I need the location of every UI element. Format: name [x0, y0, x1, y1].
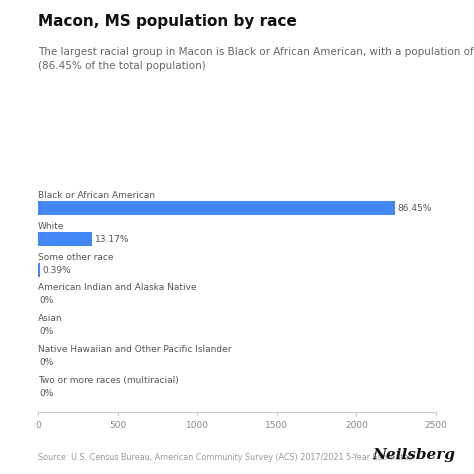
Text: White: White	[38, 222, 64, 230]
Text: The largest racial group in Macon is Black or African American, with a populatio: The largest racial group in Macon is Bla…	[38, 47, 474, 72]
Text: 0%: 0%	[40, 297, 54, 305]
Text: 0%: 0%	[40, 358, 54, 367]
Text: Some other race: Some other race	[38, 253, 113, 262]
Text: Neilsberg: Neilsberg	[372, 448, 455, 462]
Text: 0%: 0%	[40, 328, 54, 337]
Text: 0%: 0%	[40, 389, 54, 398]
Text: Native Hawaiian and Other Pacific Islander: Native Hawaiian and Other Pacific Island…	[38, 346, 231, 355]
Text: 0.39%: 0.39%	[42, 265, 71, 274]
Text: 13.17%: 13.17%	[95, 235, 129, 244]
Text: Two or more races (multiracial): Two or more races (multiracial)	[38, 376, 179, 385]
Text: 86.45%: 86.45%	[397, 204, 432, 213]
Text: American Indian and Alaska Native: American Indian and Alaska Native	[38, 283, 197, 292]
Bar	[38, 232, 92, 246]
Bar	[38, 201, 394, 215]
Text: Source: U.S. Census Bureau, American Community Survey (ACS) 2017/2021 5-Year Est: Source: U.S. Census Bureau, American Com…	[38, 453, 412, 462]
Text: Black or African American: Black or African American	[38, 191, 155, 200]
Text: Asian: Asian	[38, 314, 63, 323]
Bar	[38, 263, 39, 277]
Text: Macon, MS population by race: Macon, MS population by race	[38, 14, 297, 29]
